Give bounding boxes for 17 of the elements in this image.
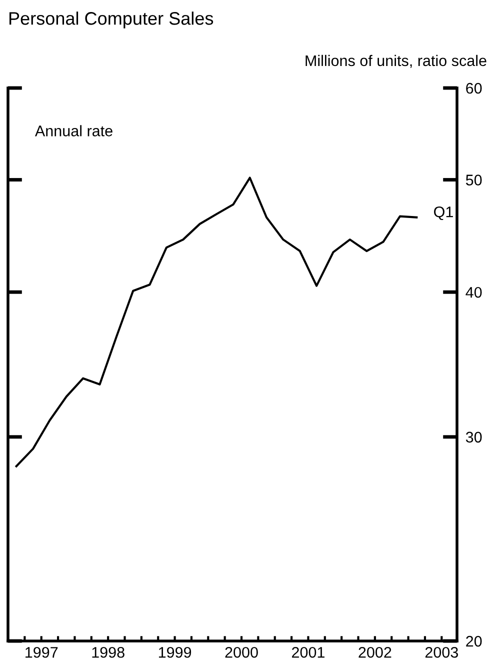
y-tick-label: 50: [466, 174, 482, 186]
x-tick-label: 2000: [225, 646, 258, 658]
line-series: [15, 176, 418, 468]
y-tick-label: 30: [466, 432, 482, 443]
annotation: Annual rate: [34, 125, 112, 136]
y-tick-label: 20: [466, 636, 482, 647]
x-tick-label: 2002: [358, 646, 392, 658]
chart-title: Personal Computer Sales: [9, 12, 214, 28]
y-axis-title: Millions of units, ratio scale: [306, 54, 486, 68]
x-tick-label: 2001: [292, 646, 324, 658]
x-tick-label: 1997: [26, 646, 58, 658]
x-tick-label: 1998: [92, 646, 124, 658]
annotation: Q1: [434, 206, 453, 220]
y-tick-label: 60: [466, 82, 482, 94]
x-tick-label: 2003: [425, 646, 458, 658]
y-tick-label: 40: [466, 286, 482, 298]
x-tick-label: 1999: [158, 646, 192, 658]
